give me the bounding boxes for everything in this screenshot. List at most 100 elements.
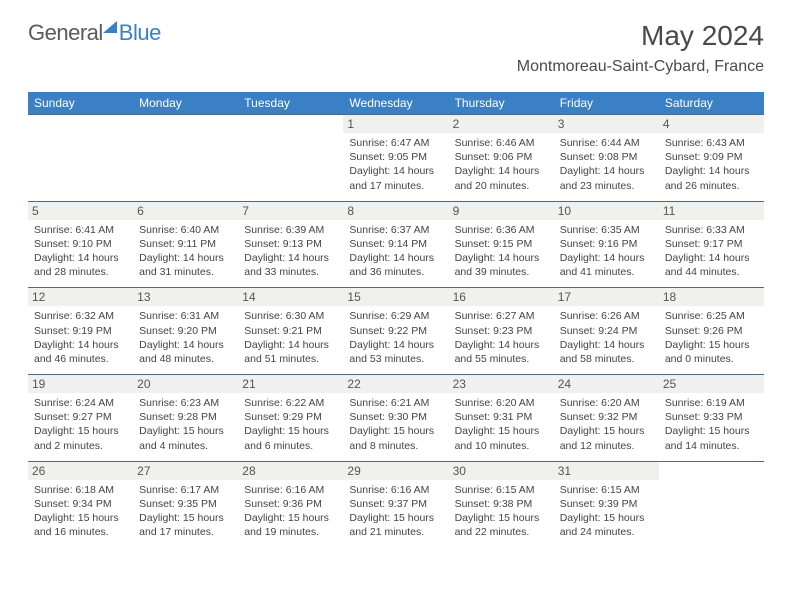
day-info-line: and 58 minutes. <box>560 352 653 366</box>
calendar-day-cell: 25Sunrise: 6:19 AMSunset: 9:33 PMDayligh… <box>659 375 764 461</box>
day-info-line: Daylight: 15 hours <box>665 424 758 438</box>
day-info-line: and 26 minutes. <box>665 179 758 193</box>
month-title: May 2024 <box>517 20 764 52</box>
day-info-line: and 2 minutes. <box>34 439 127 453</box>
day-number: 16 <box>449 288 554 306</box>
calendar-day-cell: 12Sunrise: 6:32 AMSunset: 9:19 PMDayligh… <box>28 288 133 374</box>
calendar-week-row: 26Sunrise: 6:18 AMSunset: 9:34 PMDayligh… <box>28 461 764 548</box>
day-info-line: and 46 minutes. <box>34 352 127 366</box>
day-info-line: Sunset: 9:30 PM <box>349 410 442 424</box>
day-info-line: Sunset: 9:34 PM <box>34 497 127 511</box>
day-info-line: Daylight: 14 hours <box>349 251 442 265</box>
day-number: 2 <box>449 115 554 133</box>
day-number: 30 <box>449 462 554 480</box>
logo-triangle-icon <box>103 21 117 33</box>
day-info-line: and 22 minutes. <box>455 525 548 539</box>
weekday-header-cell: Thursday <box>449 92 554 114</box>
day-info-line: Daylight: 14 hours <box>34 251 127 265</box>
calendar-day-cell: 3Sunrise: 6:44 AMSunset: 9:08 PMDaylight… <box>554 115 659 201</box>
day-number: 1 <box>343 115 448 133</box>
weekday-header-cell: Saturday <box>659 92 764 114</box>
calendar-day-cell: 1Sunrise: 6:47 AMSunset: 9:05 PMDaylight… <box>343 115 448 201</box>
day-info-line: Sunset: 9:26 PM <box>665 324 758 338</box>
day-info-line: Sunrise: 6:16 AM <box>244 483 337 497</box>
day-info-line: and 0 minutes. <box>665 352 758 366</box>
day-info-line: and 28 minutes. <box>34 265 127 279</box>
day-info-line: Sunset: 9:13 PM <box>244 237 337 251</box>
calendar-day-cell: 30Sunrise: 6:15 AMSunset: 9:38 PMDayligh… <box>449 462 554 548</box>
day-number <box>28 115 133 133</box>
day-info-line: Daylight: 14 hours <box>560 251 653 265</box>
day-info-line: and 24 minutes. <box>560 525 653 539</box>
day-info-line: Daylight: 14 hours <box>455 164 548 178</box>
day-number: 11 <box>659 202 764 220</box>
day-info-line: Sunset: 9:09 PM <box>665 150 758 164</box>
day-info-line: Daylight: 14 hours <box>455 251 548 265</box>
weekday-header-cell: Tuesday <box>238 92 343 114</box>
day-number: 25 <box>659 375 764 393</box>
day-info-line: Sunset: 9:14 PM <box>349 237 442 251</box>
day-info-line: Sunset: 9:33 PM <box>665 410 758 424</box>
day-info-line: Daylight: 14 hours <box>349 164 442 178</box>
day-info-line: Sunrise: 6:32 AM <box>34 309 127 323</box>
day-number: 29 <box>343 462 448 480</box>
day-number: 4 <box>659 115 764 133</box>
day-info-line: Sunrise: 6:25 AM <box>665 309 758 323</box>
day-info-line: Sunrise: 6:39 AM <box>244 223 337 237</box>
day-info-line: Daylight: 14 hours <box>244 338 337 352</box>
calendar-day-cell: 8Sunrise: 6:37 AMSunset: 9:14 PMDaylight… <box>343 202 448 288</box>
day-info-line: Daylight: 14 hours <box>455 338 548 352</box>
day-info-line: Sunset: 9:15 PM <box>455 237 548 251</box>
title-block: May 2024 Montmoreau-Saint-Cybard, France <box>517 20 764 76</box>
calendar-day-cell <box>28 115 133 201</box>
day-info-line: Sunset: 9:35 PM <box>139 497 232 511</box>
day-info-line: Sunrise: 6:40 AM <box>139 223 232 237</box>
day-info-line: Sunset: 9:21 PM <box>244 324 337 338</box>
day-info-line: Sunset: 9:29 PM <box>244 410 337 424</box>
logo: General Blue <box>28 20 161 46</box>
day-number: 6 <box>133 202 238 220</box>
day-number: 18 <box>659 288 764 306</box>
calendar-week-row: 19Sunrise: 6:24 AMSunset: 9:27 PMDayligh… <box>28 374 764 461</box>
day-info-line: and 21 minutes. <box>349 525 442 539</box>
day-number <box>238 115 343 133</box>
day-info-line: Daylight: 15 hours <box>560 424 653 438</box>
day-info-line: and 41 minutes. <box>560 265 653 279</box>
day-info-line: and 14 minutes. <box>665 439 758 453</box>
calendar-day-cell: 24Sunrise: 6:20 AMSunset: 9:32 PMDayligh… <box>554 375 659 461</box>
day-number: 12 <box>28 288 133 306</box>
day-info-line: Daylight: 14 hours <box>665 164 758 178</box>
day-number: 3 <box>554 115 659 133</box>
day-info-line: Daylight: 15 hours <box>139 511 232 525</box>
day-info-line: and 10 minutes. <box>455 439 548 453</box>
day-info-line: Sunrise: 6:18 AM <box>34 483 127 497</box>
calendar-day-cell: 23Sunrise: 6:20 AMSunset: 9:31 PMDayligh… <box>449 375 554 461</box>
calendar-day-cell: 19Sunrise: 6:24 AMSunset: 9:27 PMDayligh… <box>28 375 133 461</box>
calendar-day-cell: 7Sunrise: 6:39 AMSunset: 9:13 PMDaylight… <box>238 202 343 288</box>
day-info-line: Sunrise: 6:31 AM <box>139 309 232 323</box>
day-info-line: Sunset: 9:36 PM <box>244 497 337 511</box>
day-number: 7 <box>238 202 343 220</box>
day-info-line: Daylight: 15 hours <box>244 424 337 438</box>
day-info-line: Sunrise: 6:41 AM <box>34 223 127 237</box>
day-info-line: Daylight: 14 hours <box>560 338 653 352</box>
day-info-line: Daylight: 15 hours <box>244 511 337 525</box>
day-info-line: and 53 minutes. <box>349 352 442 366</box>
day-info-line: Sunset: 9:20 PM <box>139 324 232 338</box>
day-number: 13 <box>133 288 238 306</box>
day-info-line: and 17 minutes. <box>349 179 442 193</box>
day-info-line: Sunrise: 6:27 AM <box>455 309 548 323</box>
day-number: 27 <box>133 462 238 480</box>
day-info-line: Sunrise: 6:37 AM <box>349 223 442 237</box>
day-number: 20 <box>133 375 238 393</box>
location-label: Montmoreau-Saint-Cybard, France <box>517 58 764 76</box>
day-number: 23 <box>449 375 554 393</box>
calendar-day-cell: 31Sunrise: 6:15 AMSunset: 9:39 PMDayligh… <box>554 462 659 548</box>
day-info-line: Daylight: 14 hours <box>349 338 442 352</box>
day-info-line: Daylight: 14 hours <box>139 338 232 352</box>
day-info-line: Sunrise: 6:30 AM <box>244 309 337 323</box>
calendar-day-cell: 21Sunrise: 6:22 AMSunset: 9:29 PMDayligh… <box>238 375 343 461</box>
day-info-line: Sunset: 9:38 PM <box>455 497 548 511</box>
day-info-line: and 6 minutes. <box>244 439 337 453</box>
day-number: 5 <box>28 202 133 220</box>
